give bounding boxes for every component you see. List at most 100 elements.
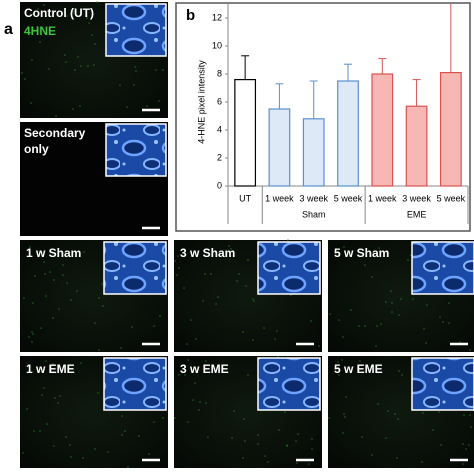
- speckle: [377, 403, 379, 405]
- speckle: [94, 322, 96, 324]
- speckle: [22, 452, 24, 454]
- speckle: [190, 319, 192, 321]
- speckle: [23, 297, 25, 299]
- speckle: [468, 444, 470, 446]
- speckle: [400, 298, 402, 300]
- speckle: [242, 331, 244, 333]
- speckle: [397, 418, 399, 420]
- speckle: [376, 325, 378, 327]
- speckle: [162, 69, 164, 71]
- speckle: [387, 410, 389, 412]
- speckle: [72, 108, 74, 110]
- speckle: [48, 68, 50, 70]
- speckle: [66, 15, 68, 17]
- speckle: [46, 423, 48, 425]
- speckle: [187, 421, 189, 423]
- speckle: [247, 374, 249, 376]
- speckle: [263, 327, 265, 329]
- speckle: [364, 264, 366, 266]
- x-tick-label: UT: [239, 193, 251, 203]
- speckle: [238, 273, 240, 275]
- speckle: [178, 374, 180, 376]
- speckle: [407, 259, 409, 261]
- speckle: [347, 253, 349, 255]
- speckle: [423, 328, 425, 330]
- speckle: [69, 444, 71, 446]
- speckle: [45, 360, 47, 362]
- speckle: [62, 274, 64, 276]
- speckle: [469, 414, 471, 416]
- speckle: [52, 317, 54, 319]
- speckle: [93, 64, 95, 66]
- speckle: [398, 314, 400, 316]
- x-tick-label: 3 week: [402, 193, 431, 203]
- speckle: [26, 408, 28, 410]
- speckle: [207, 436, 209, 438]
- image-title: 1 w Sham: [26, 246, 81, 260]
- speckle: [120, 347, 122, 349]
- speckle: [41, 394, 43, 396]
- bar: [439, 71, 462, 187]
- inset-image: [103, 241, 167, 295]
- inset-image: [105, 123, 167, 177]
- speckle: [440, 444, 442, 446]
- inset-image: [103, 357, 167, 411]
- speckle: [308, 463, 310, 465]
- speckle: [102, 305, 104, 307]
- speckle: [257, 443, 259, 445]
- speckle: [465, 448, 467, 450]
- speckle: [21, 72, 23, 74]
- speckle: [82, 457, 84, 459]
- x-tick-label: 1 week: [265, 193, 294, 203]
- speckle: [345, 396, 347, 398]
- speckle: [297, 433, 299, 435]
- speckle: [243, 418, 245, 420]
- speckle: [267, 461, 269, 463]
- speckle: [459, 341, 461, 343]
- speckle: [364, 325, 366, 327]
- speckle: [470, 426, 472, 428]
- speckle: [146, 105, 148, 107]
- speckle: [53, 279, 55, 281]
- panel-label: b: [186, 7, 195, 24]
- speckle: [287, 239, 289, 241]
- speckle: [391, 311, 393, 313]
- speckle: [39, 41, 41, 43]
- speckle: [59, 395, 61, 397]
- speckle: [121, 415, 123, 417]
- bar: [268, 108, 291, 187]
- speckle: [126, 106, 128, 108]
- speckle: [221, 368, 223, 370]
- speckle: [39, 430, 41, 432]
- speckle: [276, 330, 278, 332]
- image-title: 5 w EME: [334, 362, 383, 376]
- speckle: [31, 331, 33, 333]
- speckle: [37, 8, 39, 10]
- speckle: [438, 411, 440, 413]
- speckle: [96, 1, 98, 3]
- speckle: [253, 300, 255, 302]
- speckle: [24, 78, 26, 80]
- speckle: [198, 409, 200, 411]
- speckle: [252, 339, 254, 341]
- speckle: [97, 392, 99, 394]
- speckle: [252, 298, 254, 300]
- speckle: [43, 4, 45, 6]
- speckle: [76, 290, 78, 292]
- stain-label: 4HNE: [24, 24, 56, 38]
- speckle: [448, 322, 450, 324]
- speckle: [231, 437, 233, 439]
- speckle: [310, 320, 312, 322]
- speckle: [32, 13, 34, 15]
- speckle: [205, 402, 207, 404]
- speckle: [318, 345, 320, 347]
- image-title: Secondary: [24, 126, 86, 140]
- speckle: [341, 359, 343, 361]
- y-tick-label: 10: [212, 40, 222, 50]
- speckle: [412, 298, 414, 300]
- speckle: [375, 345, 377, 347]
- speckle: [187, 359, 189, 361]
- speckle: [183, 287, 185, 289]
- speckle: [257, 434, 259, 436]
- speckle: [247, 259, 249, 261]
